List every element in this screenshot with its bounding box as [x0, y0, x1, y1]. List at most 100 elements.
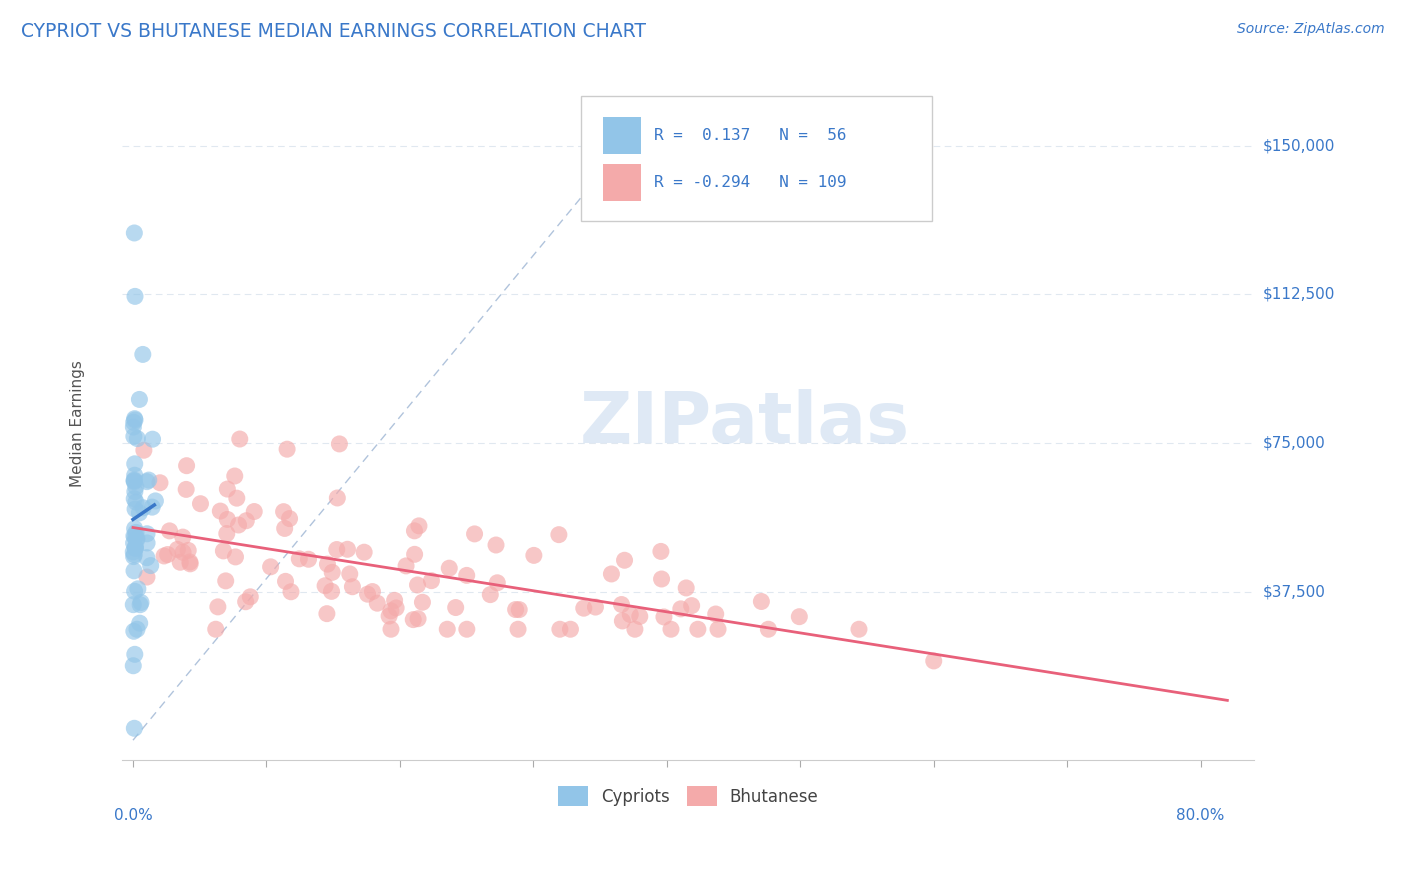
Point [848, 622, 870, 636]
Text: Median Earnings: Median Earnings [69, 359, 84, 487]
Point [132, 500, 155, 515]
Point [229, 432, 252, 446]
Point [758, 622, 780, 636]
Point [243, 504, 266, 518]
Point [125, 525, 148, 540]
Point [125, 532, 148, 546]
Point [122, 475, 145, 489]
Point [124, 541, 146, 556]
Point [326, 491, 349, 505]
Point [406, 612, 429, 626]
Text: $75,000: $75,000 [1263, 435, 1324, 450]
Point [444, 600, 467, 615]
Point [125, 622, 148, 636]
Point [297, 552, 319, 566]
Point [132, 347, 155, 361]
Point [172, 530, 194, 544]
Point [124, 457, 146, 471]
Point [276, 442, 298, 457]
Point [224, 549, 246, 564]
Point [321, 566, 343, 580]
Point [139, 558, 162, 573]
Point [406, 578, 429, 592]
Point [235, 514, 257, 528]
Point [652, 610, 675, 624]
Point [479, 588, 502, 602]
Point [560, 622, 582, 636]
Point [547, 527, 569, 541]
Point [411, 595, 433, 609]
Text: $112,500: $112,500 [1263, 287, 1334, 301]
Point [613, 553, 636, 567]
Point [395, 558, 418, 573]
Point [278, 511, 301, 525]
Point [124, 413, 146, 427]
Point [505, 602, 527, 616]
Text: $150,000: $150,000 [1263, 138, 1334, 153]
Point [385, 601, 408, 615]
Point [124, 541, 146, 555]
Point [141, 500, 163, 515]
Point [675, 581, 697, 595]
Point [342, 580, 364, 594]
Point [707, 622, 730, 636]
Point [239, 590, 262, 604]
Point [124, 411, 146, 425]
Point [125, 533, 148, 547]
Point [212, 544, 235, 558]
FancyBboxPatch shape [603, 164, 641, 201]
Point [122, 420, 145, 434]
Point [366, 596, 388, 610]
Point [548, 622, 571, 636]
Point [315, 607, 337, 621]
Point [129, 598, 152, 612]
Point [436, 622, 458, 636]
Point [650, 544, 672, 558]
Point [224, 469, 246, 483]
Point [273, 521, 295, 535]
Point [321, 584, 343, 599]
Point [404, 524, 426, 538]
Point [125, 495, 148, 509]
Point [485, 538, 508, 552]
Point [326, 542, 349, 557]
Point [274, 574, 297, 589]
Point [217, 482, 239, 496]
Text: CYPRIOT VS BHUTANESE MEDIAN EARNINGS CORRELATION CHART: CYPRIOT VS BHUTANESE MEDIAN EARNINGS COR… [21, 22, 647, 41]
Point [129, 595, 152, 609]
Point [402, 613, 425, 627]
Point [172, 545, 194, 559]
Point [122, 564, 145, 578]
Text: R = -0.294   N = 109: R = -0.294 N = 109 [654, 175, 846, 190]
Point [124, 584, 146, 599]
Point [378, 609, 401, 624]
Point [225, 491, 247, 505]
Point [122, 473, 145, 487]
Point [122, 474, 145, 488]
Point [145, 494, 167, 508]
Text: ZIPatlas: ZIPatlas [579, 389, 910, 458]
Point [486, 575, 509, 590]
Point [280, 584, 302, 599]
Point [179, 555, 201, 569]
Point [122, 545, 145, 559]
Point [136, 526, 159, 541]
Point [585, 600, 607, 615]
Point [228, 518, 250, 533]
Point [215, 574, 238, 588]
Point [124, 648, 146, 662]
Text: 80.0%: 80.0% [1177, 807, 1225, 822]
Point [207, 599, 229, 614]
Point [506, 622, 529, 636]
Point [122, 658, 145, 673]
Point [464, 527, 486, 541]
Point [179, 557, 201, 571]
Point [159, 524, 181, 538]
Point [122, 415, 145, 429]
Point [610, 598, 633, 612]
Point [612, 614, 634, 628]
Point [127, 432, 149, 446]
FancyBboxPatch shape [603, 117, 641, 153]
Point [124, 468, 146, 483]
Point [922, 654, 945, 668]
